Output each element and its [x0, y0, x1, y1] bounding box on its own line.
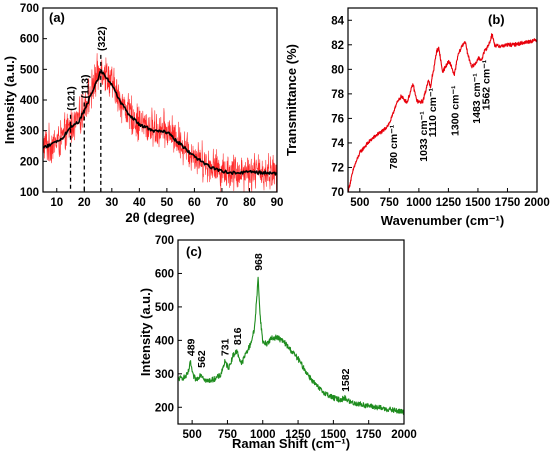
- peak-label: 489: [186, 338, 198, 356]
- panel-a-plot-area: [43, 53, 277, 192]
- peak-label: 1483 cm⁻¹: [471, 73, 483, 124]
- panel-b-ftir: 500 750 1000 1250 1500 1750 200070727476788082…: [284, 7, 550, 228]
- y-tick-label: 500: [20, 64, 39, 76]
- y-tick-label: 78: [331, 89, 344, 101]
- x-tick-label: 1500: [321, 429, 347, 441]
- panel-a-annotations: (121) (113) (322): [66, 26, 108, 192]
- panel-a-xrd: 10 20 30 40 50 60 70 80 90100200300400500600700 …: [2, 3, 283, 225]
- x-tick-label: 40: [133, 197, 146, 209]
- panel-b-xlabel: Wavenumber (cm⁻¹): [381, 213, 504, 228]
- x-tick-label: 500: [350, 197, 369, 209]
- y-tick-label: 400: [155, 335, 174, 347]
- series-line-a-0: [43, 53, 277, 192]
- panel-c-frame: [177, 239, 405, 425]
- y-tick-label: 84: [331, 15, 344, 27]
- peak-label: 1033 cm⁻¹: [418, 111, 430, 162]
- panel-a-frame: [42, 7, 278, 193]
- y-tick-label: 70: [331, 187, 344, 199]
- y-tick-label: 200: [20, 156, 39, 168]
- x-tick-label: 1250: [285, 429, 311, 441]
- peak-label: 1300 cm⁻¹: [449, 85, 461, 136]
- peak-label: (121): [66, 86, 78, 111]
- panel-b-frame: [347, 7, 538, 193]
- x-tick-label: 30: [105, 197, 118, 209]
- series-line-a-1: [43, 69, 277, 176]
- y-tick-label: 82: [331, 40, 344, 52]
- series-line-b-0: [348, 33, 537, 192]
- y-tick-label: 700: [20, 3, 39, 15]
- panel-b-ticks: 500 750 1000 1250 1500 1750 200070727476788082…: [331, 15, 550, 209]
- peak-label: 1562 cm⁻¹: [480, 59, 492, 110]
- x-tick-label: 90: [271, 197, 284, 209]
- x-tick-label: 2000: [524, 197, 550, 209]
- peak-label: (322): [96, 26, 108, 51]
- peak-label: 968: [253, 253, 265, 271]
- x-tick-label: 500: [183, 429, 202, 441]
- y-tick-label: 500: [155, 302, 174, 314]
- x-tick-label: 750: [380, 197, 399, 209]
- x-tick-label: 750: [218, 429, 237, 441]
- panel-c-label: (c): [186, 244, 202, 259]
- y-tick-label: 400: [20, 95, 39, 107]
- x-tick-label: 80: [243, 197, 256, 209]
- panel-b-ylabel: Transmittance (%): [284, 44, 299, 156]
- y-tick-label: 76: [331, 113, 344, 125]
- y-tick-label: 200: [155, 402, 174, 414]
- series-line-c-0: [178, 276, 404, 415]
- y-tick-label: 100: [20, 187, 39, 199]
- panel-c-ticks: 500 750 1000 1250 1500 1750 2000 200 300 400 500 60…: [155, 235, 417, 441]
- panel-a-xlabel: 2θ (degree): [125, 210, 194, 225]
- y-tick-label: 300: [20, 126, 39, 138]
- panel-a-ylabel: Intensity (a.u.): [2, 56, 17, 144]
- y-tick-label: 80: [331, 64, 344, 76]
- y-tick-label: 700: [155, 235, 174, 247]
- panel-c-plot-area: [178, 276, 404, 415]
- x-tick-label: 1500: [465, 197, 491, 209]
- peak-label: 1582: [340, 368, 352, 392]
- x-tick-label: 20: [78, 197, 91, 209]
- peak-label: 780 cm⁻¹: [388, 124, 400, 169]
- x-tick-label: 50: [160, 197, 173, 209]
- x-tick-label: 10: [50, 197, 63, 209]
- panel-c-raman: 500 750 1000 1250 1500 1750 2000 200 300 400 500 60…: [138, 235, 417, 451]
- x-tick-label: 1000: [406, 197, 432, 209]
- y-tick-label: 72: [331, 162, 344, 174]
- panel-b-label: (b): [488, 12, 505, 27]
- x-tick-label: 1750: [356, 429, 382, 441]
- peak-label: 1110 cm⁻¹: [427, 87, 439, 137]
- x-tick-label: 2000: [391, 429, 417, 441]
- y-tick-label: 74: [331, 138, 344, 150]
- panel-a-label: (a): [49, 10, 65, 25]
- peak-label: 731: [220, 338, 232, 356]
- panel-c-ylabel: Intensity (a.u.): [138, 288, 153, 376]
- y-tick-label: 600: [155, 268, 174, 280]
- x-tick-label: 70: [216, 197, 229, 209]
- peak-label: 816: [232, 327, 244, 345]
- x-tick-label: 1750: [495, 197, 521, 209]
- x-tick-label: 1250: [436, 197, 462, 209]
- panel-c-xlabel: Raman Shift (cm⁻¹): [232, 436, 350, 451]
- x-tick-label: 1000: [250, 429, 276, 441]
- peak-label: 562: [196, 350, 208, 368]
- peak-label: (113): [79, 75, 91, 99]
- panel-b-plot-area: [348, 33, 537, 192]
- y-tick-label: 300: [155, 369, 174, 381]
- x-tick-label: 60: [188, 197, 201, 209]
- y-tick-label: 600: [20, 34, 39, 46]
